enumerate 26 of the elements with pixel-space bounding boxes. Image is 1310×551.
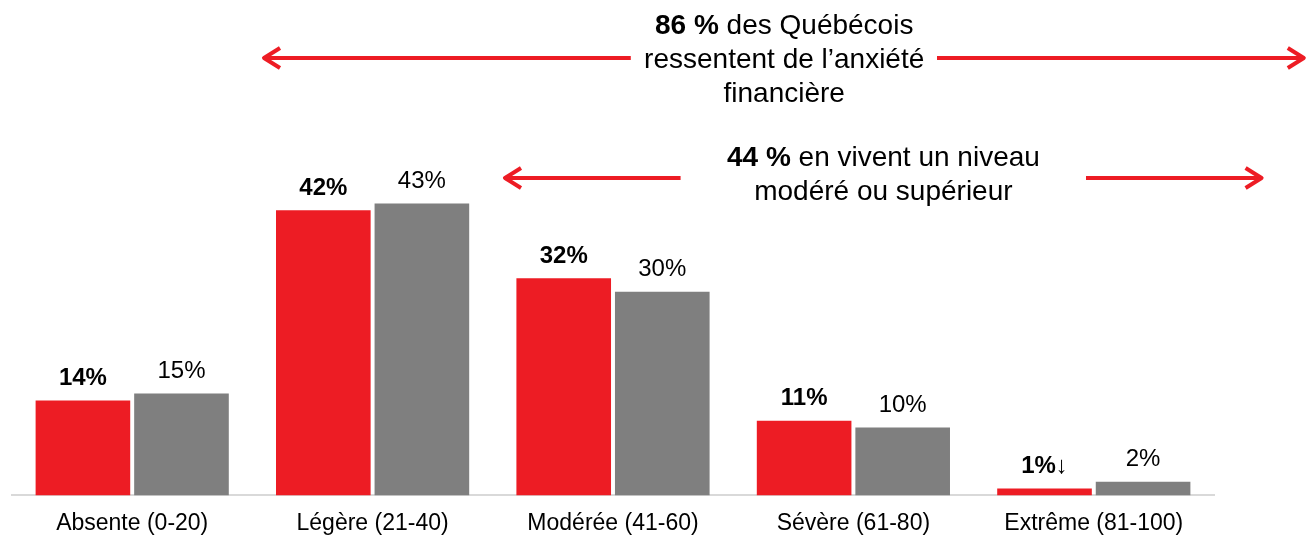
data-label: 42%: [299, 172, 348, 200]
bar: [855, 427, 950, 496]
data-label: 14%: [58, 363, 107, 391]
annotation: 44 % en vivent un niveau modéré ou supérieur: [725, 140, 1041, 208]
data-label: 1%↓: [1021, 451, 1068, 479]
bar: [374, 203, 470, 496]
data-label: 30%: [638, 254, 687, 282]
bar: [756, 420, 852, 496]
x-tick-label: Sévère (61-80): [776, 508, 931, 535]
x-tick-label: Légère (21-40): [296, 508, 449, 535]
data-label: 43%: [397, 166, 446, 194]
bar: [516, 278, 612, 496]
x-tick-label: Modérée (41-60): [527, 508, 699, 535]
x-tick-label: Extrême (81-100): [1004, 508, 1184, 535]
text: 86 % des Québécois ressentent de l’anxiété financière: [643, 8, 926, 110]
data-label: 32%: [539, 240, 588, 268]
bar: [1095, 481, 1191, 496]
data-label: 10%: [878, 390, 927, 418]
x-tick-label: Absente (0-20): [56, 508, 209, 535]
bar: [276, 210, 371, 496]
bar: [614, 291, 710, 496]
bar: [134, 393, 229, 496]
bar: [35, 400, 131, 496]
data-label: 15%: [157, 356, 206, 384]
data-label: 2%: [1125, 444, 1161, 472]
data-label: 11%: [780, 383, 828, 411]
